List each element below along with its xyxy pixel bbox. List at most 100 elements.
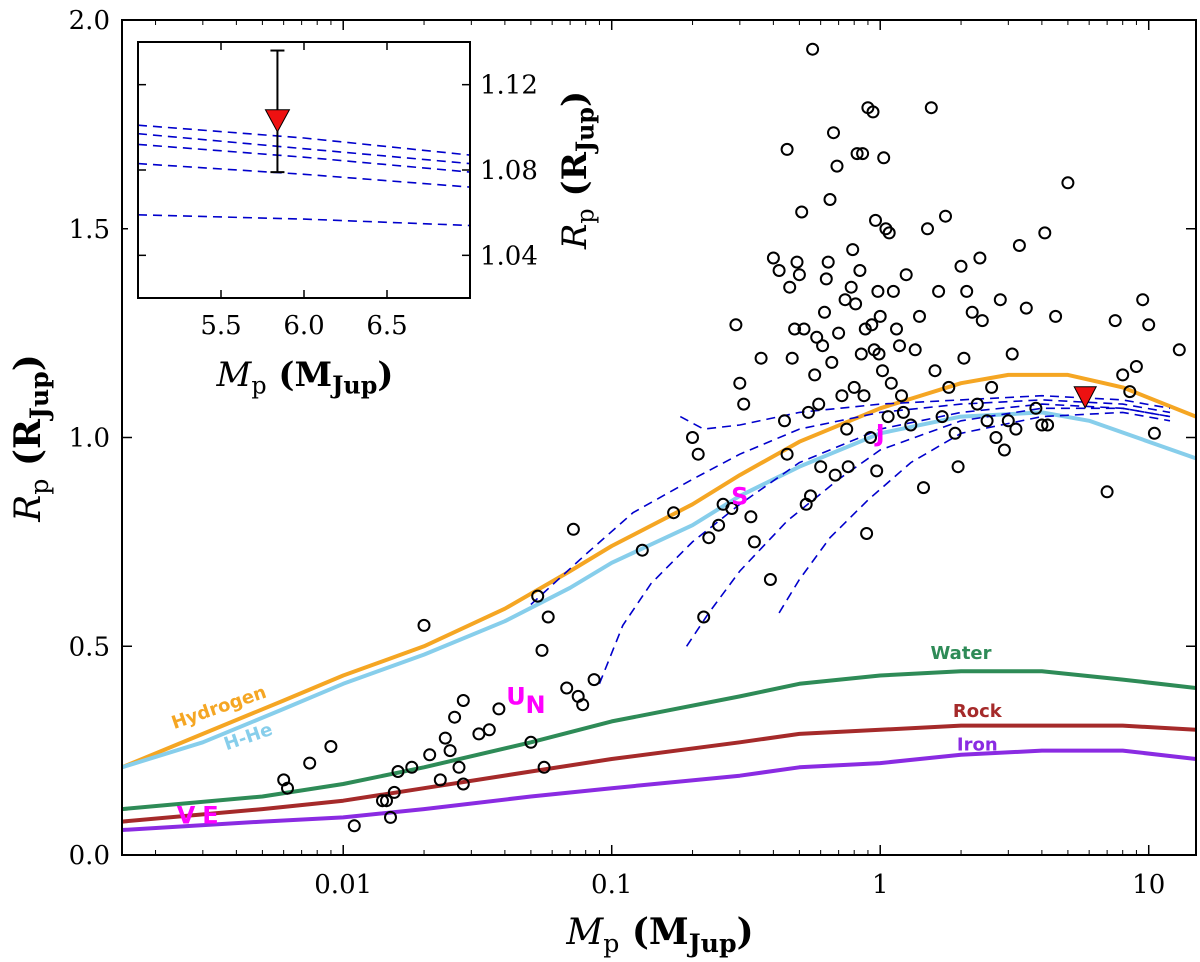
data-point (766, 251, 780, 265)
data-point (989, 431, 1003, 444)
data-point (452, 760, 466, 774)
data-point (980, 414, 994, 428)
data-point (780, 447, 794, 461)
data-point (808, 368, 822, 382)
data-point (881, 410, 895, 424)
y-tick-label: 1.0 (69, 424, 110, 454)
y-tick-label: 0.5 (69, 632, 110, 662)
data-point (772, 264, 786, 277)
data-point (667, 506, 681, 520)
data-point (303, 756, 317, 770)
data-point (830, 159, 844, 173)
data-point (712, 518, 726, 532)
inset-x-axis-title: Mp (MJup) (216, 355, 394, 399)
data-point (904, 418, 918, 432)
data-point (537, 760, 551, 774)
data-point (849, 297, 863, 311)
data-point (797, 322, 811, 336)
data-point (854, 347, 868, 361)
data-point (1012, 239, 1026, 252)
data-point (828, 468, 842, 482)
data-point (1038, 226, 1052, 240)
data-point (754, 351, 768, 365)
data-point (876, 364, 889, 378)
label-water: Water (930, 643, 991, 664)
data-point (380, 794, 393, 808)
model-track-1 (530, 399, 1171, 606)
data-point (865, 318, 879, 332)
data-point (870, 464, 884, 478)
data-point (1009, 422, 1023, 436)
data-point (858, 322, 872, 336)
data-point (935, 410, 949, 424)
curve-water (122, 669, 1196, 812)
data-point (780, 142, 794, 156)
curve-rock (122, 723, 1196, 824)
data-point (1136, 293, 1150, 307)
data-point (816, 339, 830, 353)
data-point (1142, 318, 1156, 332)
data-point (1001, 414, 1015, 428)
data-point (763, 573, 777, 586)
data-point (387, 785, 401, 799)
inset-y-tick-label: 1.04 (480, 241, 538, 271)
data-point (877, 151, 891, 165)
inset-background (128, 30, 600, 400)
data-point (948, 426, 962, 440)
data-point (970, 397, 984, 411)
data-point (1049, 309, 1063, 323)
data-point (697, 610, 711, 624)
data-point (747, 535, 761, 549)
x-tick-label: 0.1 (591, 870, 632, 900)
data-point (866, 105, 880, 119)
highlight-marker (1073, 386, 1098, 409)
data-point (691, 447, 705, 461)
data-point (973, 251, 987, 265)
data-point (1116, 368, 1130, 382)
inset-model-track-0 (138, 124, 470, 156)
inset-y-axis-title: Rp (RJup) (555, 91, 599, 250)
inset-x-tick-label: 5.5 (200, 311, 241, 341)
data-point (997, 443, 1011, 457)
data-point (913, 309, 926, 323)
inset-highlight-marker (264, 109, 291, 133)
data-point (531, 589, 545, 603)
data-point (827, 126, 840, 140)
data-point (1108, 314, 1122, 328)
data-point (1041, 418, 1055, 432)
data-point (423, 748, 437, 762)
y-axis-title: Rp (RJup) (7, 354, 54, 523)
data-point (376, 794, 389, 808)
data-point (1019, 301, 1033, 315)
data-point (801, 405, 815, 419)
data-point (871, 284, 885, 298)
data-point (895, 389, 908, 403)
data-point (954, 259, 968, 273)
x-tick-label: 1 (872, 870, 889, 900)
curve-hydrogen (122, 372, 1196, 770)
data-point (846, 243, 860, 257)
data-point (281, 781, 294, 795)
data-point (1061, 176, 1075, 190)
data-point (456, 694, 470, 707)
label-iron: Iron (957, 735, 998, 756)
data-point (823, 193, 837, 206)
curve-h-he (122, 410, 1196, 770)
data-point (857, 389, 871, 403)
data-point (819, 272, 833, 286)
data-point (838, 293, 852, 307)
x-tick-label: 10 (1132, 870, 1165, 900)
x-tick-label: 0.01 (314, 870, 372, 900)
y-tick-label: 0.0 (69, 841, 110, 871)
data-point (560, 681, 574, 695)
data-point (873, 309, 887, 323)
data-point (869, 213, 882, 227)
data-point (324, 740, 338, 753)
data-point (405, 760, 419, 774)
data-point (792, 268, 806, 282)
data-point (850, 147, 864, 161)
data-point (806, 42, 820, 56)
data-point (566, 522, 580, 536)
